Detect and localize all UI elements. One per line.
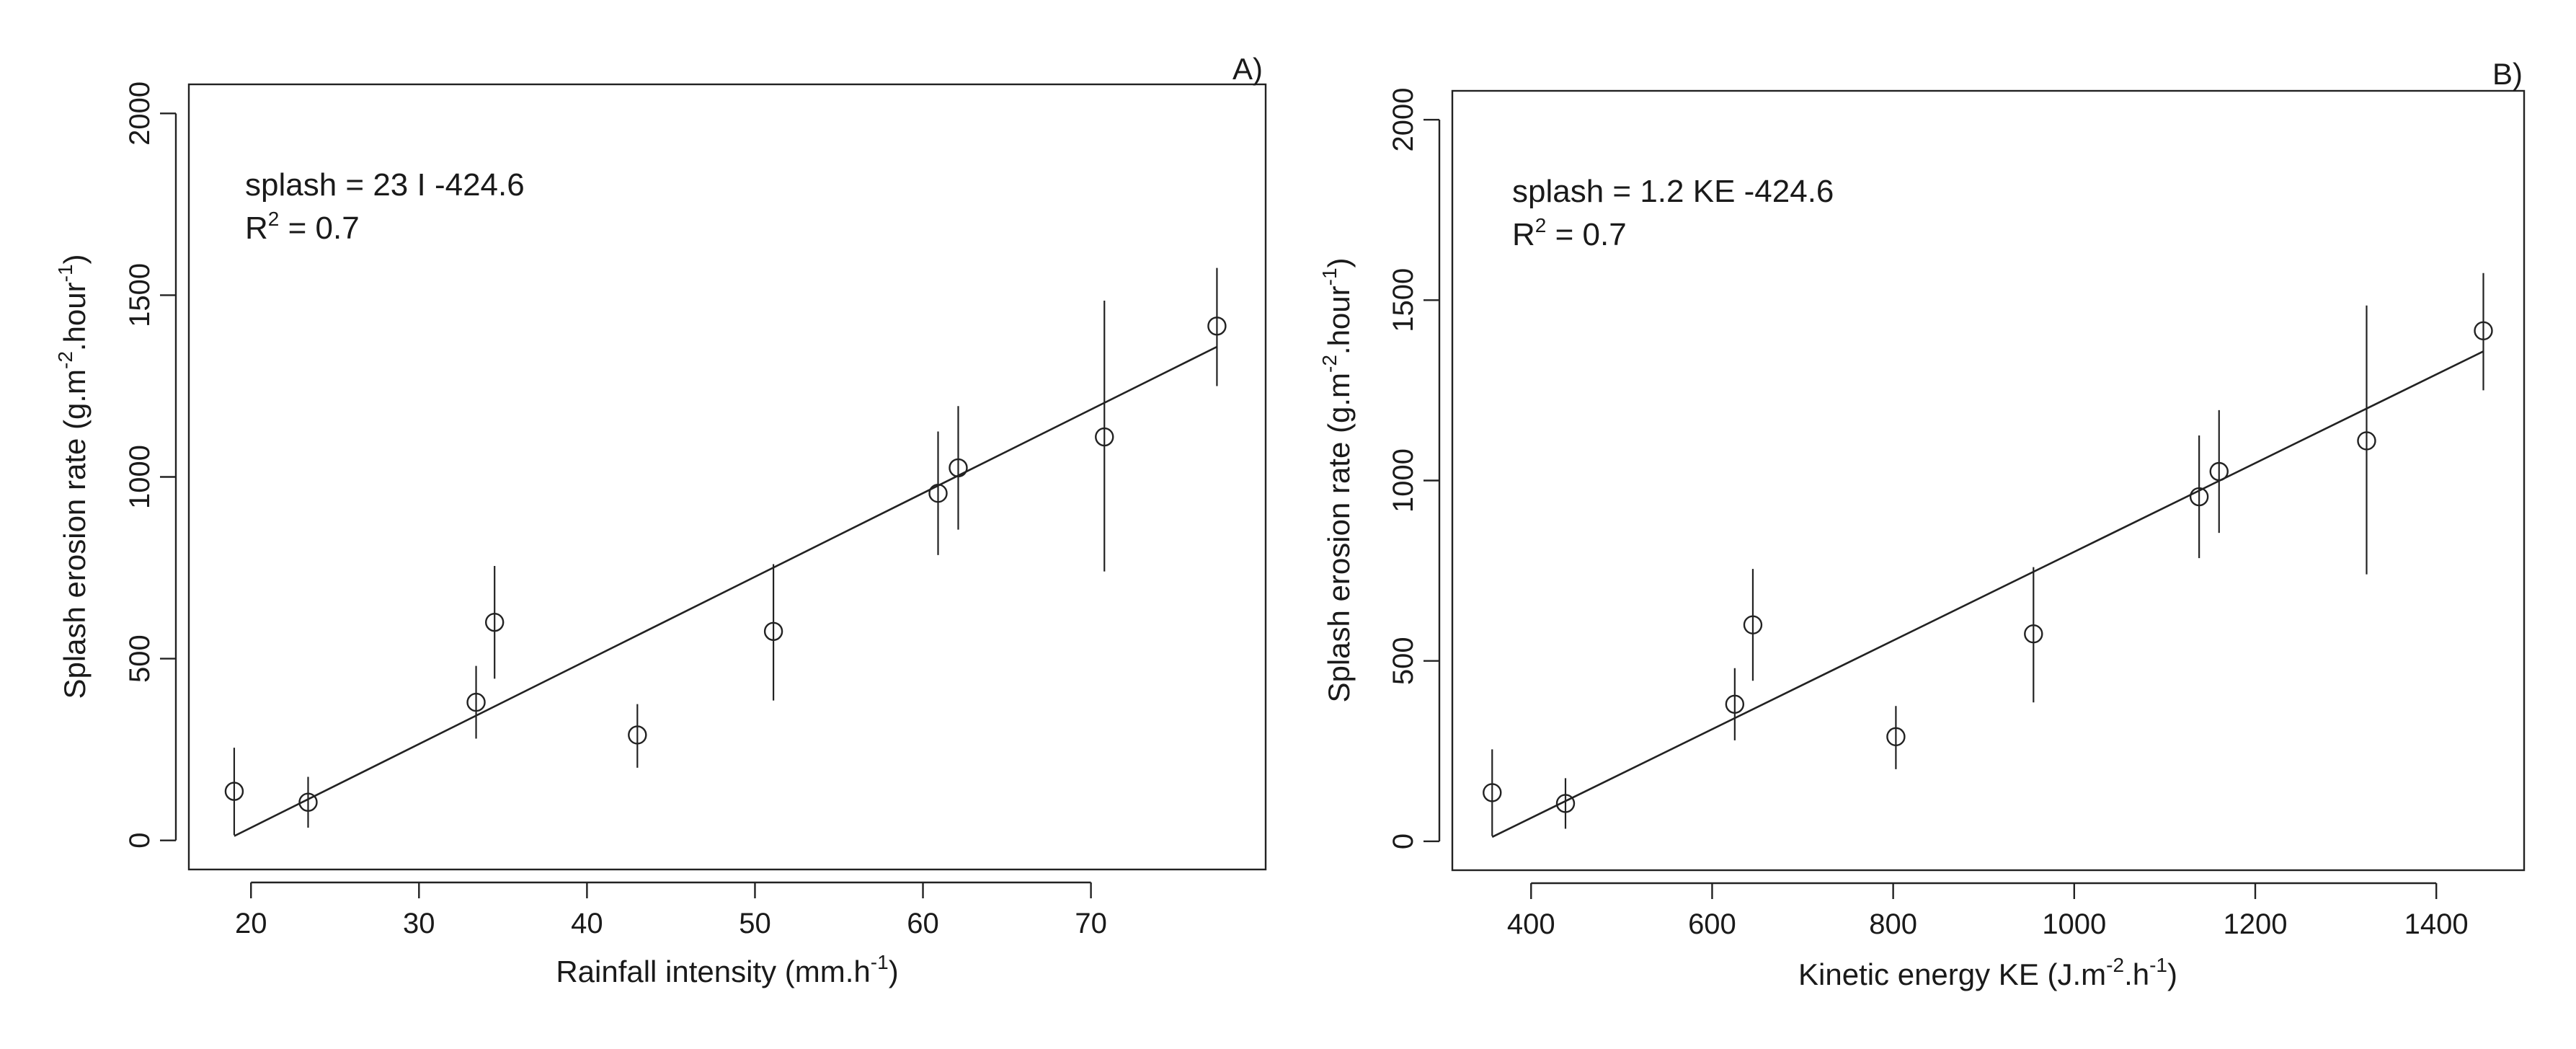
- data-point: [466, 692, 486, 712]
- panel-b: 400 600 800 1000 1200 1400 0 500 1000 1500 2000 B…: [1318, 57, 2526, 991]
- r-squared-sup: 2: [1535, 214, 1547, 236]
- error-bars: [1491, 273, 2484, 836]
- x-tick-label: 1400: [2404, 908, 2469, 940]
- data-point: [928, 483, 948, 503]
- x-tick-label: 30: [403, 908, 435, 939]
- y-tick-label: 1000: [1387, 448, 1419, 513]
- data-point: [2189, 487, 2209, 507]
- y-axis-label: Splash erosion rate (g.m-2.hour-1): [1318, 257, 1356, 702]
- x-axis-label: Kinetic energy KE (J.m-2.h-1): [1798, 954, 2177, 991]
- data-point: [484, 612, 505, 632]
- x-label-sup: -2: [2106, 954, 2124, 976]
- y-tick-label: 1500: [124, 263, 156, 327]
- data-points: [1483, 321, 2493, 813]
- regression-line-group: [234, 345, 1217, 837]
- x-tick-label: 800: [1869, 908, 1917, 940]
- data-point: [763, 621, 783, 641]
- x-axis: 20 30 40 50 60 70: [235, 881, 1107, 939]
- data-point: [1095, 427, 1114, 447]
- y-axis: 0 500 1000 1500 2000: [1387, 88, 1441, 849]
- x-label-end: ): [2167, 957, 2177, 991]
- regression-line-group: [1491, 350, 2484, 838]
- data-point: [2209, 461, 2229, 482]
- x-label-sup: -1: [871, 951, 889, 973]
- x-tick-label: 600: [1688, 908, 1736, 940]
- y-label-text: Splash erosion rate (g.m: [58, 369, 92, 699]
- y-tick-label: 500: [124, 634, 156, 683]
- plot-frame: [187, 83, 1267, 871]
- r-squared: R2 = 0.7: [1512, 214, 1627, 252]
- data-point: [1725, 694, 1745, 714]
- x-axis: 400 600 800 1000 1200 1400: [1507, 882, 2469, 940]
- r-squared-value: = 0.7: [279, 211, 359, 246]
- r-squared-label: R: [1512, 217, 1535, 252]
- y-tick-label: 2000: [1387, 88, 1419, 152]
- data-points: [224, 317, 1227, 812]
- x-label-text: Rainfall intensity (mm.h: [556, 955, 870, 988]
- x-axis-label: Rainfall intensity (mm.h-1): [556, 951, 898, 988]
- x-tick-label: 60: [907, 908, 939, 939]
- regression-line: [234, 345, 1217, 837]
- data-point: [1207, 317, 1227, 336]
- y-label-mid: .hour: [58, 282, 92, 351]
- y-label-sup1: -2: [54, 351, 76, 369]
- r-squared: R2 = 0.7: [245, 208, 360, 246]
- x-label-end: ): [889, 955, 899, 988]
- regression-equation: splash = 23 I -424.6: [245, 167, 525, 203]
- r-squared-value: = 0.7: [1546, 217, 1626, 252]
- y-label-sup2: -1: [1318, 267, 1341, 286]
- y-tick-label: 1000: [124, 445, 156, 509]
- x-tick-label: 400: [1507, 908, 1555, 940]
- data-point: [1743, 615, 1763, 634]
- y-tick-label: 0: [124, 833, 156, 849]
- regression-equation: splash = 1.2 KE -424.6: [1512, 174, 1834, 209]
- y-tick-label: 0: [1387, 833, 1419, 849]
- r-squared-label: R: [245, 211, 268, 246]
- y-label-mid: .hour: [1322, 286, 1356, 355]
- panel-a: 20 30 40 50 60 70 0 500 1000 1500 2000 A) splash …: [54, 52, 1267, 988]
- y-label-text: Splash erosion rate (g.m: [1322, 373, 1356, 703]
- y-axis: 0 500 1000 1500 2000: [124, 81, 177, 849]
- y-label-end: ): [58, 254, 92, 264]
- y-label-end: ): [1322, 257, 1356, 267]
- y-tick-label: 500: [1387, 637, 1419, 685]
- y-axis-label: Splash erosion rate (g.m-2.hour-1): [54, 254, 92, 699]
- x-tick-label: 50: [739, 908, 771, 939]
- x-label-text: Kinetic energy KE (J.m: [1798, 957, 2106, 991]
- y-tick-label: 2000: [124, 81, 156, 146]
- y-label-sup2: -1: [54, 264, 76, 282]
- y-label-sup1: -2: [1318, 355, 1341, 373]
- data-point: [2357, 431, 2376, 451]
- data-point: [2024, 624, 2043, 644]
- regression-line: [1491, 350, 2484, 838]
- panel-tag: B): [2492, 57, 2523, 91]
- panel-tag: A): [1233, 52, 1263, 86]
- data-point: [1886, 727, 1906, 747]
- data-point: [298, 792, 318, 812]
- x-label-sup2: -1: [2149, 954, 2167, 976]
- data-point: [949, 458, 968, 478]
- data-point: [1483, 783, 1502, 802]
- x-tick-label: 1200: [2224, 908, 2288, 940]
- data-point: [224, 782, 244, 801]
- x-tick-label: 70: [1075, 908, 1107, 939]
- y-tick-label: 1500: [1387, 268, 1419, 332]
- data-point: [628, 725, 647, 745]
- plot-frame: [1451, 89, 2526, 872]
- data-point: [2474, 321, 2493, 341]
- error-bars: [233, 267, 1218, 836]
- x-tick-label: 1000: [2042, 908, 2106, 940]
- x-tick-label: 40: [571, 908, 603, 939]
- r-squared-sup: 2: [268, 208, 280, 230]
- x-tick-label: 20: [235, 908, 267, 939]
- x-label-mid: .h: [2124, 957, 2149, 991]
- data-point: [1555, 794, 1576, 813]
